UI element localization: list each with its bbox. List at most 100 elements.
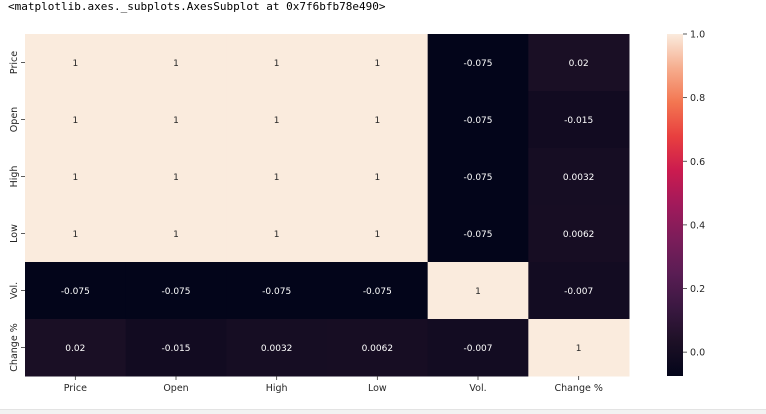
cell-annotation: 1 [274, 230, 280, 240]
cell-annotation: 1 [72, 116, 78, 126]
cell-annotation: 1 [576, 344, 582, 354]
colorbar-tick-label: 0.8 [690, 93, 705, 104]
heatmap-cell [427, 91, 529, 149]
heatmap-cell [125, 319, 227, 377]
heatmap-cells [25, 34, 630, 377]
cell-annotation: 1 [72, 59, 78, 69]
output-area-border [0, 409, 766, 414]
cell-annotation: -0.075 [463, 173, 492, 183]
cell-annotation: -0.075 [161, 287, 190, 297]
cell-annotation: 1 [173, 230, 179, 240]
colorbar-tick-label: 0.6 [690, 157, 705, 168]
cell-annotation: -0.075 [61, 287, 90, 297]
heatmap-cell [226, 34, 328, 92]
heatmap-cell [125, 262, 227, 320]
x-tick-label: Low [368, 383, 387, 394]
cell-annotation: -0.075 [262, 287, 291, 297]
x-tick-label: Open [163, 383, 188, 394]
colorbar-ticks: 0.0 0.2 0.4 0.6 0.8 1.0 [683, 30, 705, 359]
x-tick-label: Vol. [469, 383, 486, 394]
cell-annotation: 0.0032 [563, 173, 595, 183]
colorbar-tick-label: 0.4 [690, 220, 705, 231]
y-tick-label: Low [9, 224, 20, 243]
heatmap-cell [327, 319, 429, 377]
colorbar-gradient [667, 34, 683, 376]
heatmap-cell [327, 91, 429, 149]
heatmap-cell [226, 205, 328, 263]
heatmap-cell [528, 91, 630, 149]
heatmap-cell [327, 34, 429, 92]
heatmap-cell [125, 91, 227, 149]
heatmap-cell [427, 34, 529, 92]
heatmap-cell [125, 148, 227, 206]
y-tick-label: High [9, 166, 20, 188]
heatmap-cell [327, 262, 429, 320]
heatmap-cell [528, 262, 630, 320]
cell-annotation: 1 [274, 173, 280, 183]
heatmap-cell [25, 205, 127, 263]
heatmap-annotations: 1 1 1 1 -0.075 0.02 1 1 1 1 -0.075 -0.015 1 1 1 1 -0.075… [61, 59, 595, 354]
heatmap-cell [226, 148, 328, 206]
y-tick-label: Change % [9, 323, 20, 371]
cell-annotation: -0.007 [463, 344, 492, 354]
heatmap-cell [327, 205, 429, 263]
heatmap-cell [427, 262, 529, 320]
y-tick-label: Vol. [9, 282, 20, 299]
y-axis-ticks: Price Open High Low Vol. Change % [9, 51, 25, 372]
heatmap-cell [427, 205, 529, 263]
colorbar-tick-label: 0.2 [690, 284, 705, 295]
cell-annotation: 1 [72, 230, 78, 240]
cell-annotation: -0.015 [564, 116, 593, 126]
cell-annotation: 1 [72, 173, 78, 183]
heatmap-cell [226, 91, 328, 149]
cell-annotation: 1 [374, 59, 380, 69]
cell-annotation: 1 [173, 173, 179, 183]
heatmap-cell [528, 205, 630, 263]
colorbar: 0.0 0.2 0.4 0.6 0.8 1.0 [667, 30, 705, 376]
heatmap-cell [25, 262, 127, 320]
cell-annotation: 1 [475, 287, 481, 297]
x-tick-label: Change % [554, 383, 602, 394]
x-tick-label: High [266, 383, 288, 394]
cell-annotation: 0.02 [65, 344, 85, 354]
heatmap-cell [226, 262, 328, 320]
y-tick-label: Open [9, 107, 20, 132]
cell-annotation: 0.0062 [362, 344, 394, 354]
cell-annotation: 1 [173, 59, 179, 69]
heatmap-cell [226, 319, 328, 377]
heatmap-cell [427, 148, 529, 206]
heatmap-cell [327, 148, 429, 206]
heatmap-cell [528, 319, 630, 377]
cell-annotation: 1 [274, 116, 280, 126]
cell-annotation: 1 [374, 173, 380, 183]
cell-annotation: 1 [173, 116, 179, 126]
heatmap-cell [528, 148, 630, 206]
cell-annotation: -0.007 [564, 287, 593, 297]
colorbar-tick-label: 0.0 [690, 348, 705, 359]
colorbar-tick-label: 1.0 [690, 30, 705, 41]
cell-annotation: 1 [274, 59, 280, 69]
output-repr-text: <matplotlib.axes._subplots.AxesSubplot a… [8, 0, 386, 13]
heatmap-cell [125, 34, 227, 92]
y-tick-label: Price [9, 51, 20, 74]
cell-annotation: 0.0062 [563, 230, 595, 240]
heatmap-cell [528, 34, 630, 92]
heatmap-cell [25, 34, 127, 92]
heatmap-cell [25, 91, 127, 149]
cell-annotation: 1 [374, 116, 380, 126]
x-tick-label: Price [64, 383, 87, 394]
x-axis-ticks: Price Open High Low Vol. Change % [64, 376, 603, 394]
cell-annotation: 0.0032 [261, 344, 293, 354]
cell-annotation: -0.075 [363, 287, 392, 297]
heatmap-cell [25, 148, 127, 206]
cell-annotation: 1 [374, 230, 380, 240]
cell-annotation: -0.075 [463, 59, 492, 69]
heatmap-cell [25, 319, 127, 377]
cell-annotation: 0.02 [569, 59, 589, 69]
cell-annotation: -0.075 [463, 230, 492, 240]
cell-annotation: -0.075 [463, 116, 492, 126]
heatmap-cell [427, 319, 529, 377]
cell-annotation: -0.015 [161, 344, 190, 354]
heatmap-cell [125, 205, 227, 263]
